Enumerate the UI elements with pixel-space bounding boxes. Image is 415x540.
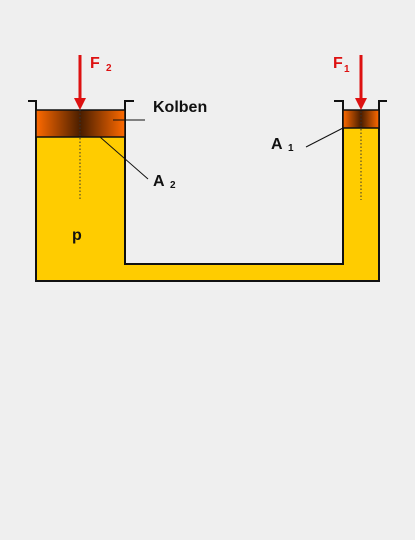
force-arrow-f1 [355,55,367,110]
label-a2: A 2 [153,173,176,191]
label-a1: A 1 [271,136,294,154]
label-f1: F 1 [333,55,350,75]
label-kolben: Kolben [153,99,207,116]
label-f2: F 2 [90,55,112,74]
vessel-outline [28,100,387,282]
fluid-body [36,128,379,281]
a1-leader-line [305,127,344,148]
label-pressure: p [72,227,82,244]
force-arrow-f2 [74,55,86,110]
a2-leader-line [99,136,149,180]
